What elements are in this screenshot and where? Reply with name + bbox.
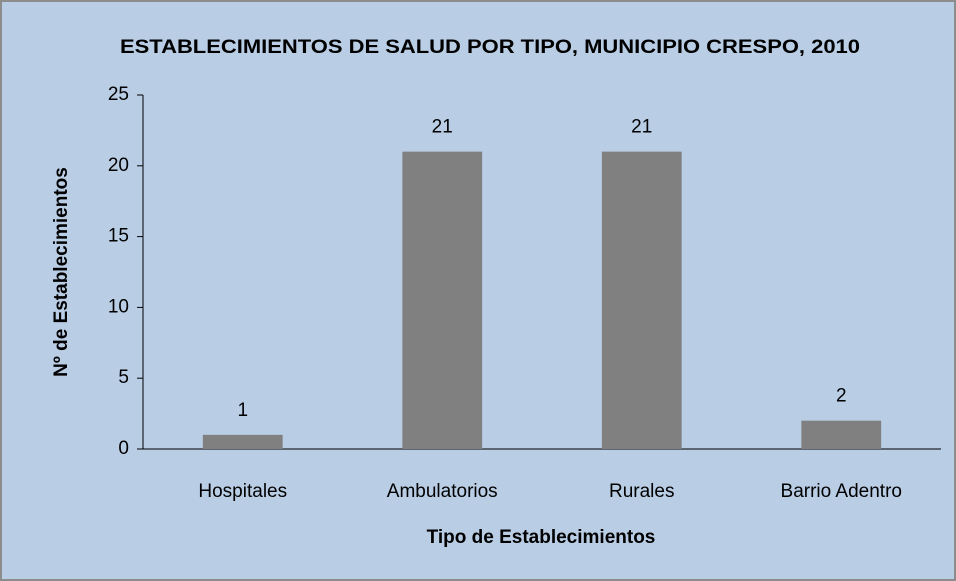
y-tick-label: 25 — [108, 84, 129, 105]
y-tick-label: 5 — [118, 367, 129, 388]
x-tick-label: Hospitales — [198, 481, 287, 502]
data-label: 21 — [631, 117, 652, 138]
y-tick-label: 15 — [108, 226, 129, 247]
y-tick-label: 10 — [108, 296, 129, 317]
y-axis-title: Nº de Establecimientos — [51, 167, 72, 377]
data-label: 2 — [836, 386, 847, 407]
data-label: 21 — [432, 117, 453, 138]
bar — [601, 151, 682, 449]
data-label: 1 — [237, 400, 248, 421]
y-tick-label: 0 — [118, 438, 129, 459]
y-tick-label: 20 — [108, 155, 129, 176]
x-tick-label: Ambulatorios — [387, 481, 498, 502]
x-tick-label: Rurales — [609, 481, 674, 502]
bar — [202, 434, 283, 449]
bar — [402, 151, 483, 449]
x-axis-title: Tipo de Establecimientos — [427, 527, 656, 548]
chart-title: ESTABLECIMIENTOS DE SALUD POR TIPO, MUNI… — [120, 37, 860, 58]
bar — [801, 420, 882, 449]
x-tick-label: Barrio Adentro — [781, 481, 902, 502]
